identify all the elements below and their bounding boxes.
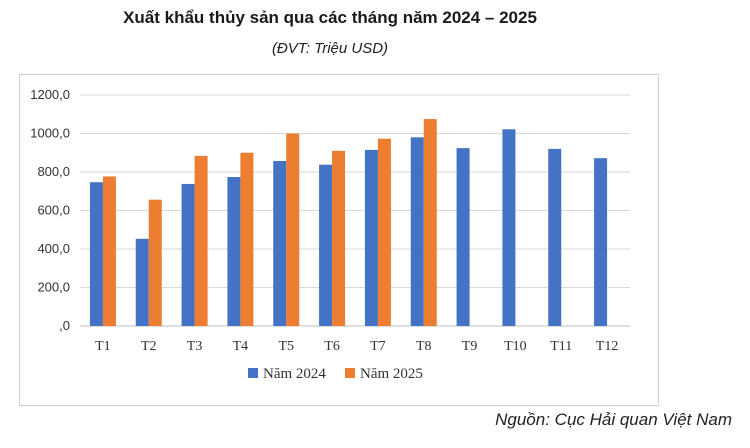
y-tick-label: 1000,0 [30, 126, 70, 141]
bar-2024-t3 [181, 183, 195, 326]
chart-subtitle: (ĐVT: Triệu USD) [271, 40, 389, 57]
bar-2025-t5 [286, 133, 300, 326]
bar-2024-t2 [135, 238, 149, 326]
bar-2024-t1 [89, 182, 103, 326]
x-tick-label: T1 [95, 339, 111, 354]
bar-2024-t9 [456, 148, 470, 326]
bar-2024-t8 [410, 137, 424, 326]
x-tick-label: T11 [550, 339, 572, 354]
bar-2024-t12 [594, 158, 608, 326]
bar-2024-t11 [548, 148, 562, 326]
bar-2024-t7 [364, 149, 378, 326]
bar-2025-t3 [194, 155, 208, 326]
y-tick-label: 200,0 [37, 280, 70, 295]
x-tick-label: T10 [504, 339, 527, 354]
x-tick-label: T2 [141, 339, 157, 354]
bar-2024-t10 [502, 129, 516, 326]
y-tick-label: 1200,0 [30, 87, 70, 102]
legend-label: Năm 2024 [263, 366, 326, 382]
y-tick-label: 800,0 [37, 164, 70, 179]
x-tick-label: T6 [324, 339, 340, 354]
chart-title: Xuất khẩu thủy sản qua các tháng năm 202… [123, 8, 537, 27]
source-note: Nguồn: Cục Hải quan Việt Nam [495, 410, 732, 429]
x-tick-label: T4 [233, 339, 249, 354]
y-tick-label: 400,0 [37, 241, 70, 256]
x-tick-label: T8 [416, 339, 432, 354]
legend-label: Năm 2025 [360, 366, 423, 382]
bar-2025-t8 [423, 119, 437, 326]
bar-2025-t6 [332, 150, 346, 326]
legend-swatch [345, 368, 355, 378]
x-tick-label: T12 [596, 339, 619, 354]
x-tick-label: T3 [187, 339, 203, 354]
y-tick-label: 600,0 [37, 203, 70, 218]
x-tick-label: T7 [370, 339, 386, 354]
bar-2025-t1 [102, 176, 116, 326]
x-tick-label: T9 [462, 339, 478, 354]
bar-2025-t2 [148, 199, 162, 326]
bar-2024-t5 [273, 161, 287, 326]
y-tick-label: ,0 [59, 318, 70, 333]
bar-2024-t6 [319, 164, 333, 326]
bar-2024-t4 [227, 177, 241, 326]
x-tick-label: T5 [278, 339, 294, 354]
legend-swatch [248, 368, 258, 378]
bar-2025-t7 [377, 138, 391, 326]
bar-2025-t4 [240, 152, 254, 326]
